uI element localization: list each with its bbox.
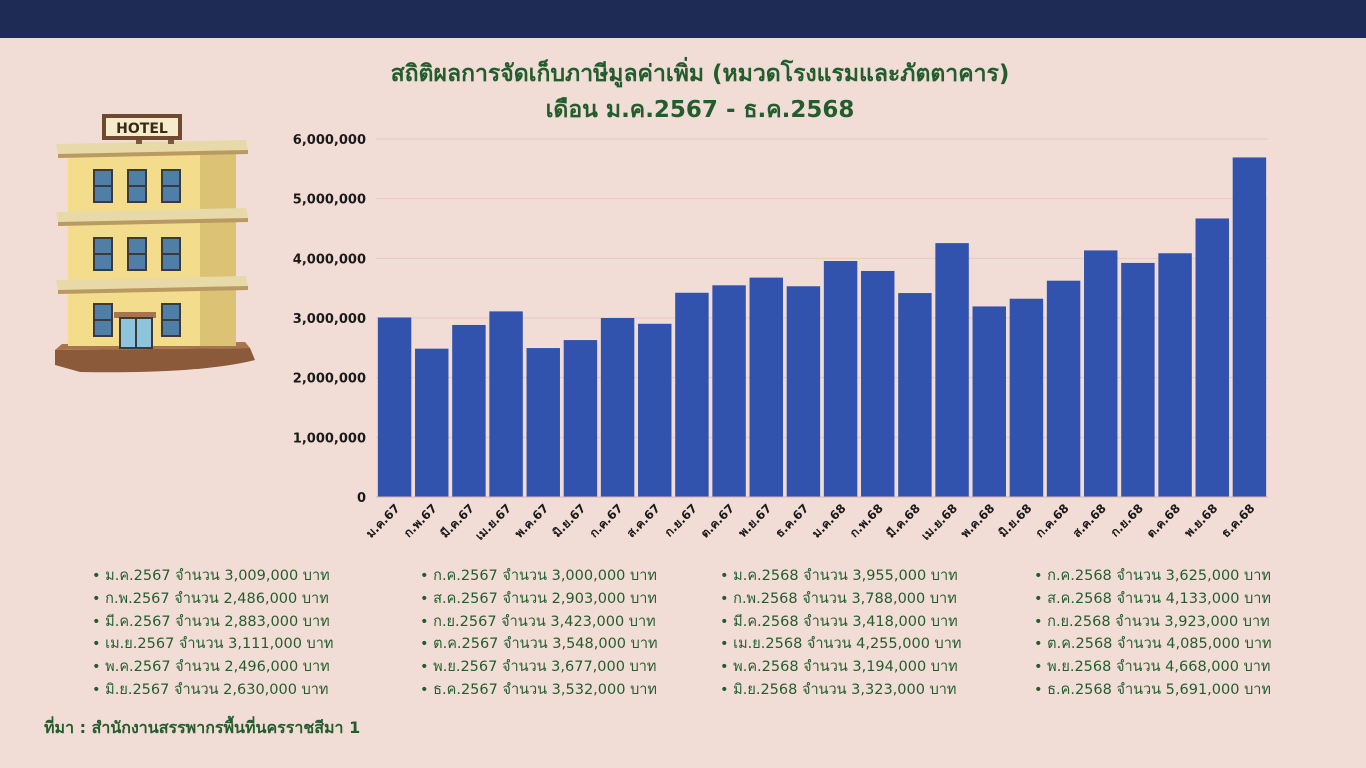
bar (861, 270, 895, 497)
y-tick-label: 5,000,000 (293, 193, 366, 208)
legend-item: ธ.ค.2567 จำนวน 3,532,000 บาท (420, 679, 658, 702)
bar (1195, 218, 1229, 497)
y-tick-label: 1,000,000 (293, 431, 366, 446)
bar (1121, 262, 1155, 497)
bar (935, 243, 969, 497)
bar (898, 293, 932, 497)
legend-item: ต.ค.2568 จำนวน 4,085,000 บาท (1034, 633, 1271, 656)
legend-item: มิ.ย.2567 จำนวน 2,630,000 บาท (92, 679, 333, 702)
y-tick-label: 0 (357, 491, 366, 506)
legend-item: ธ.ค.2568 จำนวน 5,691,000 บาท (1034, 679, 1272, 702)
y-tick-label: 6,000,000 (293, 133, 366, 148)
bar (563, 340, 598, 497)
x-tick-label: ก.ค.67 (587, 501, 626, 540)
x-tick-label: ม.ค.68 (809, 501, 848, 540)
x-tick-label: พ.ย.67 (736, 501, 775, 540)
x-tick-label: มิ.ย.68 (996, 501, 1035, 540)
bar (489, 311, 523, 497)
x-tick-label: ม.ค.67 (363, 501, 402, 540)
legend-item: มิ.ย.2568 จำนวน 3,323,000 บาท (720, 679, 961, 702)
bar (377, 317, 412, 497)
y-tick-label: 4,000,000 (293, 252, 366, 267)
legend-item: พ.ค.2568 จำนวน 3,194,000 บาท (720, 656, 961, 679)
legend-item: ม.ค.2567 จำนวน 3,009,000 บาท (92, 565, 333, 588)
x-tick-label: มิ.ย.67 (550, 501, 589, 540)
x-tick-label: ธ.ค.67 (773, 501, 812, 540)
x-tick-label: เม.ย.67 (473, 501, 515, 543)
y-tick-label: 3,000,000 (293, 312, 366, 327)
hotel-sign-text: HOTEL (116, 121, 168, 137)
legend-item: ก.พ.2568 จำนวน 3,788,000 บาท (720, 588, 961, 611)
bar (1084, 250, 1118, 497)
legend-item: มี.ค.2568 จำนวน 3,418,000 บาท (720, 611, 961, 634)
top-bar (0, 0, 1366, 38)
source-note: ที่มา : สำนักงานสรรพากรพื้นที่นครราชสีมา… (44, 718, 361, 737)
x-tick-label: ก.พ.67 (401, 501, 440, 540)
y-tick-label: 2,000,000 (293, 372, 366, 387)
x-tick-label: ต.ค.67 (698, 501, 737, 540)
legend-item: ต.ค.2567 จำนวน 3,548,000 บาท (420, 633, 657, 656)
x-tick-label: ธ.ค.68 (1219, 501, 1258, 540)
legend-column-2: ก.ค.2567 จำนวน 3,000,000 บาทส.ค.2567 จำน… (420, 565, 658, 702)
bar (600, 318, 635, 497)
bar (415, 348, 449, 497)
legend-item: มี.ค.2567 จำนวน 2,883,000 บาท (92, 611, 333, 634)
chart-title-block: สถิติผลการจัดเก็บภาษีมูลค่าเพิ่ม (หมวดโร… (290, 56, 1110, 128)
legend-item: ก.ย.2568 จำนวน 3,923,000 บาท (1034, 611, 1272, 634)
bar (972, 306, 1006, 497)
x-tick-label: ต.ค.68 (1144, 501, 1183, 540)
bar (749, 277, 783, 497)
x-tick-label: ก.พ.68 (847, 501, 886, 540)
legend-item: ก.ค.2567 จำนวน 3,000,000 บาท (420, 565, 658, 588)
bar-chart: 0 1,000,000 2,000,000 3,000,000 4,000,000 5,0… (293, 133, 1268, 543)
x-tick-label: ส.ค.68 (1070, 501, 1109, 540)
x-tick-label: ก.ย.68 (1108, 501, 1146, 539)
legend-item: ส.ค.2567 จำนวน 2,903,000 บาท (420, 588, 658, 611)
legend-item: พ.ย.2568 จำนวน 4,668,000 บาท (1034, 656, 1272, 679)
x-tick-label: พ.ค.68 (958, 501, 997, 540)
bar (712, 285, 746, 497)
x-tick-label: ส.ค.67 (624, 501, 663, 540)
bar (786, 286, 821, 497)
bar (452, 324, 486, 497)
bar (1232, 157, 1267, 497)
x-tick-label: ก.ค.68 (1033, 501, 1072, 540)
legend-item: พ.ค.2567 จำนวน 2,496,000 บาท (92, 656, 333, 679)
bar (1009, 298, 1044, 497)
legend-column-1: ม.ค.2567 จำนวน 3,009,000 บาทก.พ.2567 จำน… (92, 565, 333, 702)
x-tick-label: พ.ค.67 (512, 501, 551, 540)
legend-column-4: ก.ค.2568 จำนวน 3,625,000 บาทส.ค.2568 จำน… (1034, 565, 1272, 702)
x-tick-label: มี.ค.68 (884, 501, 923, 540)
bar (1158, 253, 1192, 497)
legend-item: เม.ย.2567 จำนวน 3,111,000 บาท (92, 633, 333, 656)
legend-item: ก.ย.2567 จำนวน 3,423,000 บาท (420, 611, 658, 634)
legend-column-3: ม.ค.2568 จำนวน 3,955,000 บาทก.พ.2568 จำน… (720, 565, 961, 702)
x-tick-label: เม.ย.68 (919, 501, 961, 543)
legend-item: ก.ค.2568 จำนวน 3,625,000 บาท (1034, 565, 1272, 588)
x-tick-label: มี.ค.67 (438, 501, 477, 540)
legend-item: ม.ค.2568 จำนวน 3,955,000 บาท (720, 565, 961, 588)
value-legend: ม.ค.2567 จำนวน 3,009,000 บาทก.พ.2567 จำน… (0, 565, 1366, 705)
bar (1046, 280, 1081, 497)
bar (675, 292, 709, 497)
bar (823, 261, 858, 497)
x-tick-label: ก.ย.67 (662, 501, 700, 539)
x-tick-label: พ.ย.68 (1182, 501, 1221, 540)
chart-subtitle: เดือน ม.ค.2567 - ธ.ค.2568 (545, 97, 855, 123)
bar (526, 348, 560, 497)
chart-title: สถิติผลการจัดเก็บภาษีมูลค่าเพิ่ม (หมวดโร… (390, 61, 1010, 87)
legend-item: ก.พ.2567 จำนวน 2,486,000 บาท (92, 588, 333, 611)
hotel-building-icon: HOTEL (55, 114, 255, 373)
legend-item: เม.ย.2568 จำนวน 4,255,000 บาท (720, 633, 961, 656)
legend-item: ส.ค.2568 จำนวน 4,133,000 บาท (1034, 588, 1272, 611)
legend-item: พ.ย.2567 จำนวน 3,677,000 บาท (420, 656, 658, 679)
bar (638, 323, 672, 497)
